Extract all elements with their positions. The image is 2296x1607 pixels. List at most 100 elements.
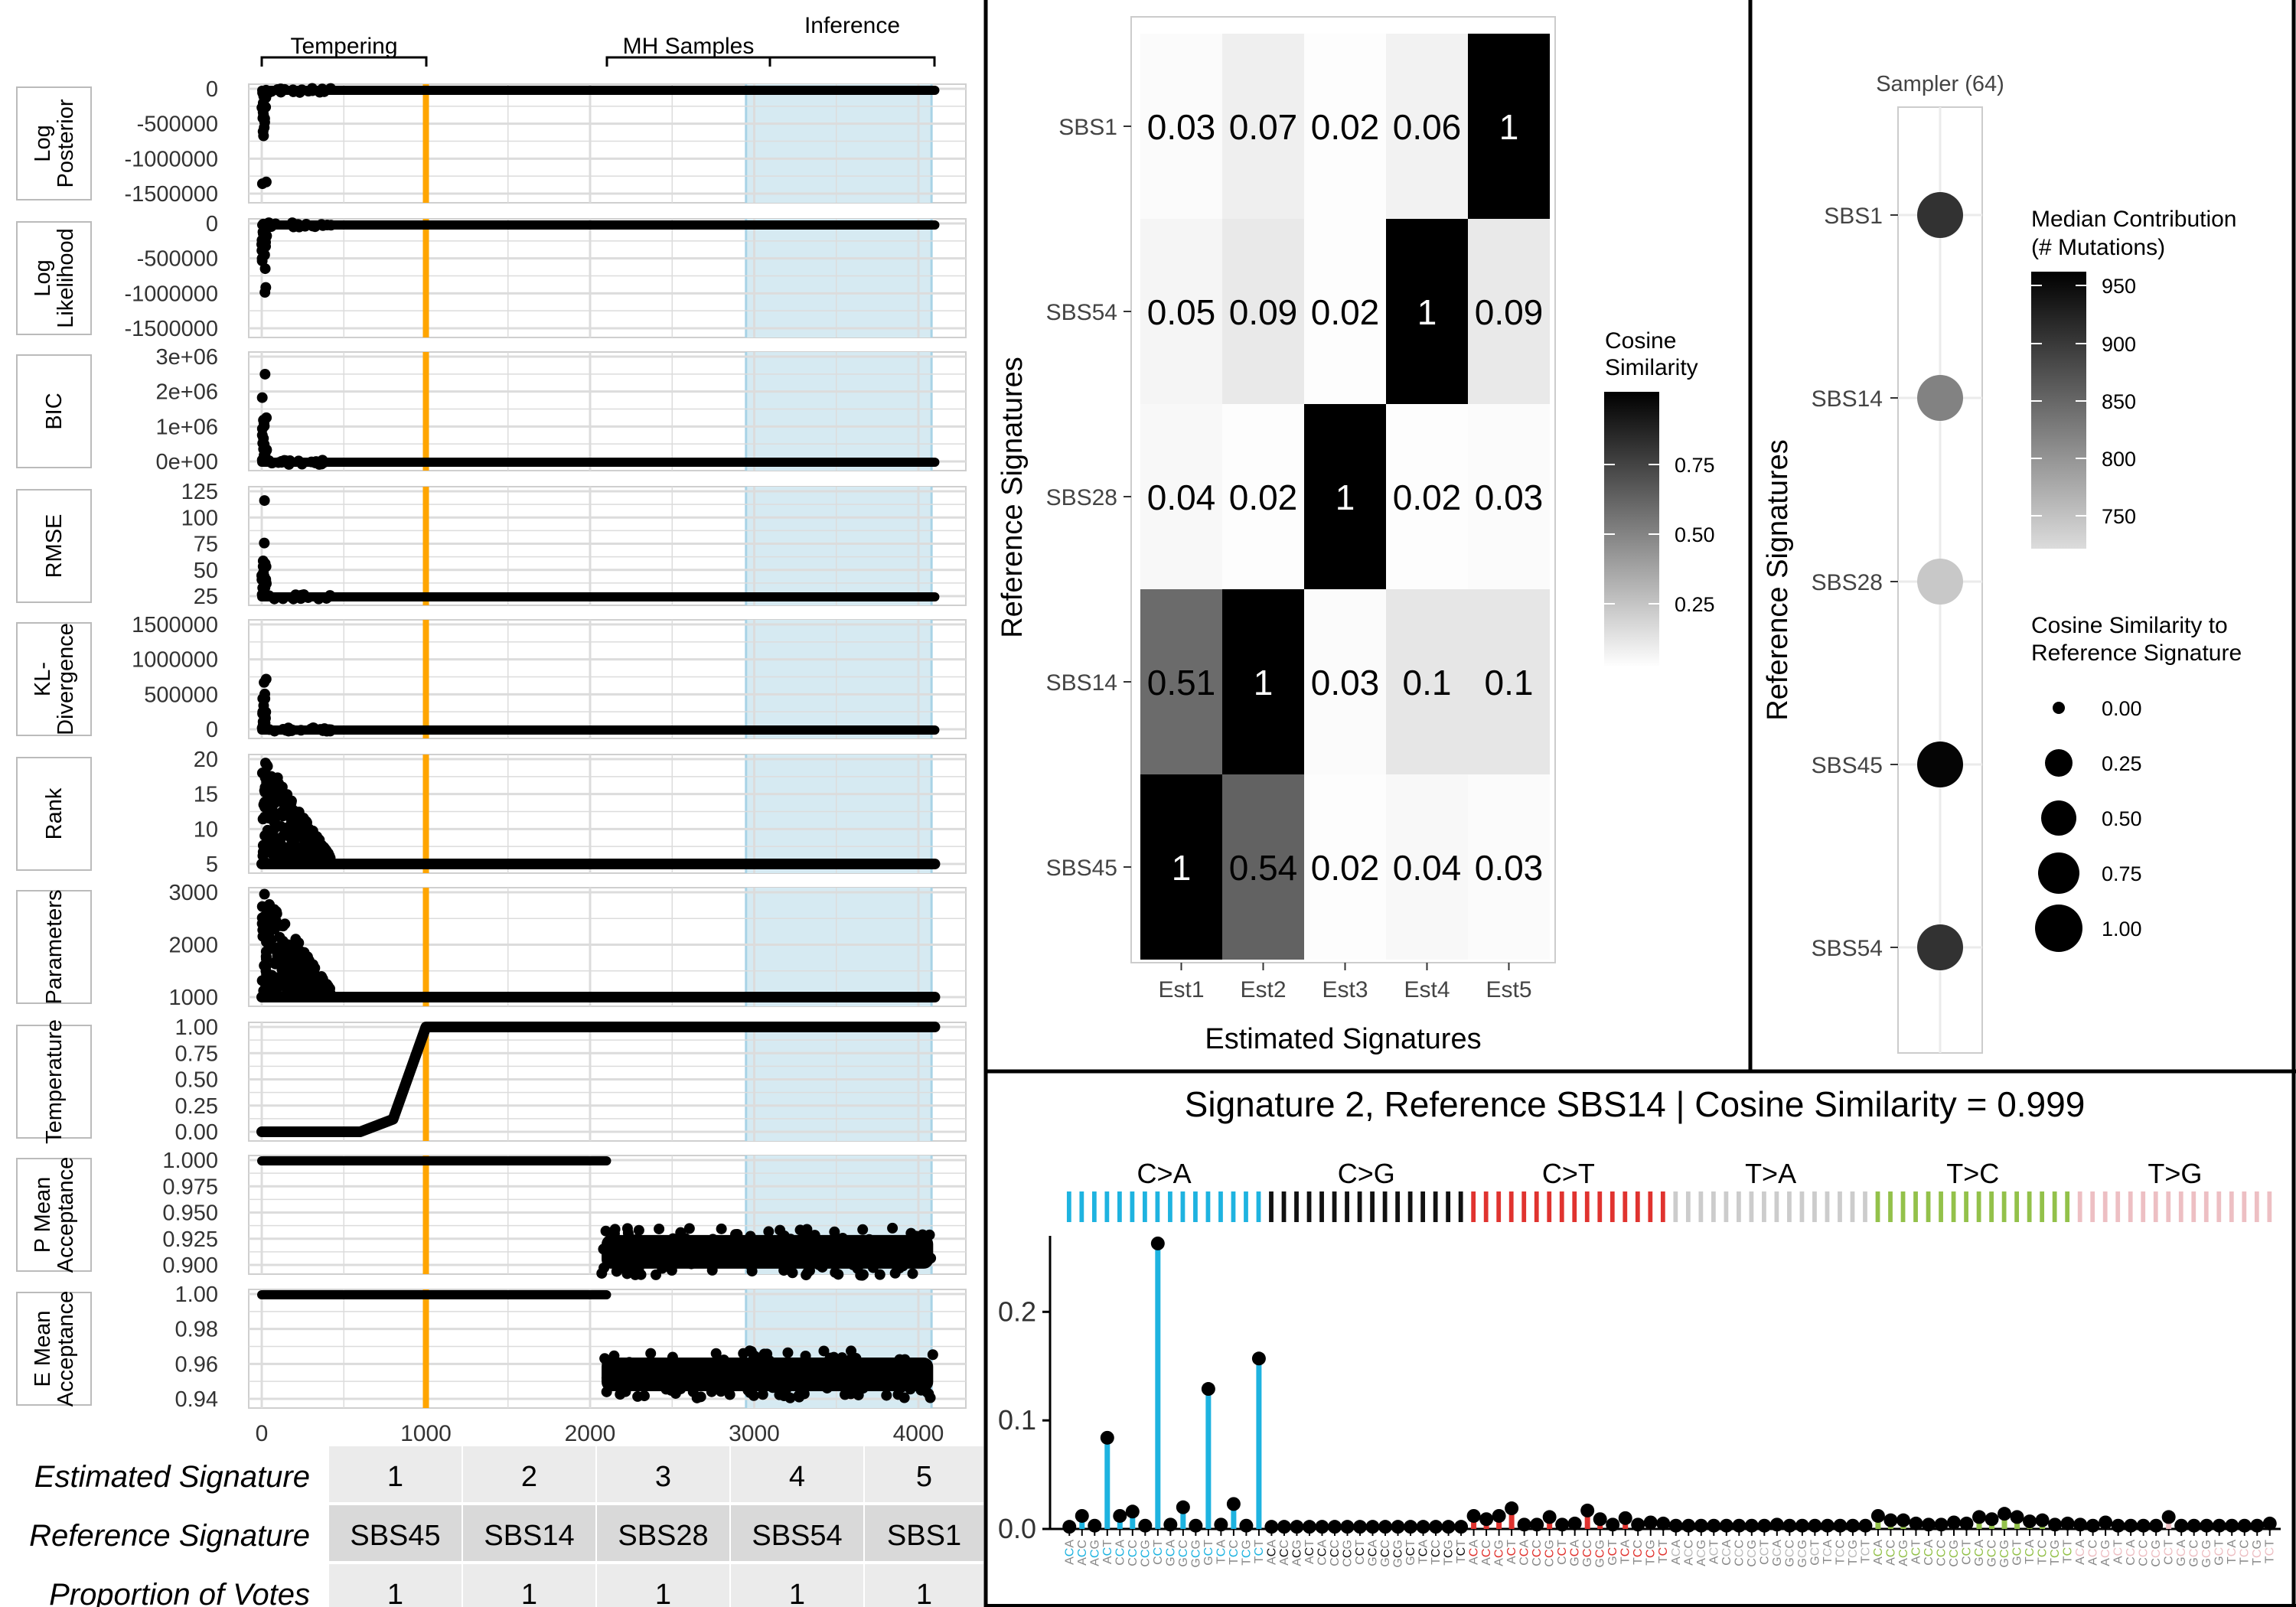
trace-point (748, 1357, 760, 1368)
context-mid: C (1290, 1549, 1303, 1558)
trace-point (651, 1269, 662, 1280)
profile-point (1934, 1517, 1949, 1532)
context-base: G (1379, 1557, 1392, 1566)
group-strip-tick (1787, 1191, 1792, 1222)
y-tick-label: 125 (181, 480, 218, 504)
context-label: ACC (1884, 1540, 1897, 1566)
context-base: T (1253, 1540, 1266, 1547)
context-mid: C (1707, 1547, 1720, 1556)
trace-point (707, 1234, 719, 1245)
context-label: CCT (1152, 1540, 1165, 1565)
context-mid: C (1152, 1547, 1165, 1556)
trace-point (288, 845, 299, 856)
profile-point (1631, 1517, 1645, 1532)
trace-point (256, 178, 268, 190)
table-cell (865, 1446, 983, 1502)
profile-point (2099, 1515, 2113, 1530)
profile-point (1694, 1518, 1708, 1533)
profile-point (1959, 1516, 1974, 1530)
context-base: C (1127, 1557, 1140, 1566)
inference-band (745, 84, 932, 203)
context-mid: C (1682, 1549, 1695, 1558)
trace-line (256, 1022, 941, 1137)
context-mid: C (1392, 1549, 1405, 1558)
y-tick-label: 500000 (144, 683, 218, 707)
context-mid: C (1341, 1549, 1354, 1558)
table-cell (731, 1446, 863, 1502)
profile-point (1327, 1520, 1342, 1534)
profile-point (1391, 1520, 1405, 1534)
trace-point (687, 1386, 699, 1397)
context-mid: C (1164, 1548, 1177, 1557)
context-base: G (2011, 1556, 2024, 1565)
strip-label-box (16, 1158, 92, 1272)
context-base: C (1114, 1556, 1127, 1566)
y-tick-label: SBS1 (1824, 204, 1883, 229)
profile-point (2086, 1518, 2100, 1533)
context-label: CCC (1127, 1540, 1140, 1566)
context-label: CCT (1354, 1540, 1367, 1565)
group-strip-tick (1762, 1191, 1766, 1222)
context-base: T (1430, 1557, 1443, 1565)
group-strip-tick (1357, 1191, 1362, 1222)
context-base: T (1808, 1540, 1821, 1547)
context-label: GCA (1771, 1540, 1784, 1566)
trace-point (845, 1388, 856, 1400)
trace-point (762, 1371, 774, 1383)
context-base: T (1619, 1556, 1632, 1564)
trace-point (817, 1363, 829, 1374)
context-label: ACG (1695, 1540, 1708, 1566)
context-base: G (1986, 1557, 1999, 1566)
context-mid: C (1316, 1548, 1329, 1557)
context-base: T (1657, 1540, 1670, 1547)
context-base: C (1544, 1558, 1557, 1567)
context-base: C (1733, 1540, 1746, 1549)
y-tick-label: 0.75 (175, 1041, 218, 1066)
context-mid: C (1657, 1547, 1670, 1556)
legend-tick-label: 0.50 (2102, 807, 2142, 830)
profile-point (2035, 1513, 2050, 1527)
group-strip-tick (1660, 1191, 1665, 1222)
heatmap-cell (1222, 219, 1304, 404)
profile-point (2136, 1518, 2151, 1533)
profile-point (1264, 1520, 1279, 1534)
table-cell (463, 1505, 595, 1561)
profile-point (1870, 1508, 1885, 1523)
context-base: G (1404, 1556, 1417, 1565)
trace-point (309, 457, 321, 468)
trace-point (745, 1387, 756, 1398)
trace-point (874, 1269, 885, 1280)
group-strip-tick (1939, 1191, 1943, 1222)
context-mid: C (2213, 1547, 2226, 1556)
table-row-label: Reference Signature (29, 1519, 310, 1553)
context-mid: C (1088, 1549, 1101, 1558)
context-mid: C (1746, 1549, 1759, 1558)
trace-point (859, 1365, 871, 1377)
y-tick-label: 0.0 (998, 1513, 1036, 1544)
group-strip-tick (1269, 1191, 1274, 1222)
y-tick-label: 2000 (168, 934, 218, 958)
group-strip-tick (1256, 1191, 1261, 1222)
y-tick-label: 0.94 (175, 1387, 218, 1412)
context-base: C (1834, 1540, 1847, 1549)
table-cell-value: 1 (655, 1579, 671, 1607)
group-strip-tick (1345, 1191, 1349, 1222)
context-mid: C (2251, 1549, 2264, 1558)
context-label: TCA (2024, 1540, 2037, 1564)
group-strip-tick (1319, 1191, 1324, 1222)
y-tick-label: 0.1 (998, 1404, 1036, 1436)
strip-label: Posterior (54, 99, 78, 187)
size-legend-marker (2041, 800, 2076, 836)
group-strip-tick (2052, 1191, 2057, 1222)
context-base: A (1468, 1556, 1481, 1565)
context-mid: C (1645, 1549, 1658, 1558)
legend-tick-label: 0.25 (2102, 752, 2142, 775)
size-legend-marker (2038, 852, 2079, 894)
context-label: CCT (1556, 1540, 1569, 1565)
heatmap-cell (1468, 219, 1550, 404)
profile-point (1454, 1520, 1469, 1534)
strip-label: BIC (42, 393, 67, 429)
heatmap-cell-label: 0.06 (1393, 107, 1462, 147)
context-base: A (1480, 1557, 1493, 1566)
